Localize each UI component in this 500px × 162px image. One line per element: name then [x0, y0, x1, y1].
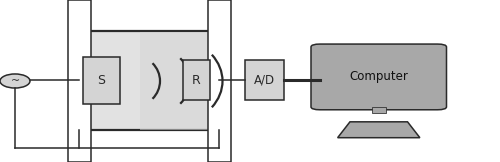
Bar [372, 107, 386, 113]
Bar [82, 57, 120, 104]
Bar [208, 0, 231, 162]
FancyBboxPatch shape [311, 44, 446, 110]
Bar [78, 31, 210, 130]
Bar [245, 60, 284, 100]
Bar [68, 0, 90, 162]
Bar [182, 60, 210, 100]
Text: A/D: A/D [254, 73, 275, 86]
Text: ~: ~ [10, 76, 20, 86]
Text: Computer: Computer [350, 70, 408, 83]
Bar [140, 32, 207, 130]
Text: S: S [97, 74, 105, 87]
Ellipse shape [0, 74, 30, 88]
Text: R: R [192, 74, 200, 87]
Polygon shape [338, 122, 420, 138]
